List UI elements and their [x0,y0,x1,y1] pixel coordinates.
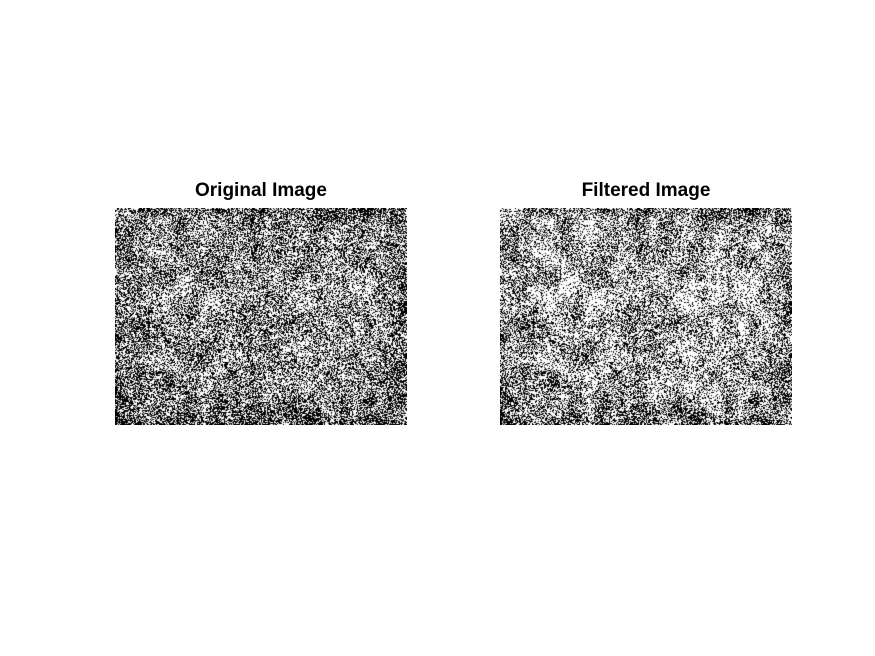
filtered-image-title: Filtered Image [581,180,711,201]
original-image [115,208,407,425]
filtered-image [500,208,792,425]
original-image-title: Original Image [195,180,327,201]
